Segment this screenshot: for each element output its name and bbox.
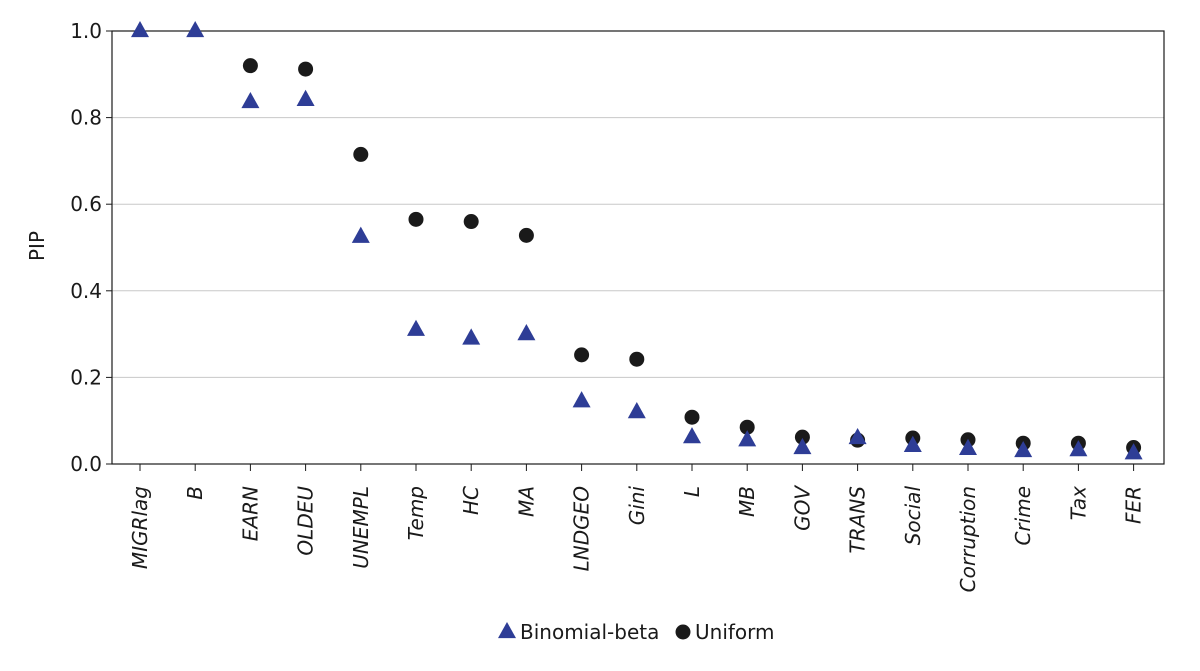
y-axis-title: PIP bbox=[25, 231, 49, 261]
x-tick-label-5: Temp bbox=[404, 486, 428, 540]
x-ticks: MIGRlag B EARN OLDEU UNEMPL Temp HC MA LNDGEO Gin… bbox=[128, 464, 1146, 592]
uniform-point-4 bbox=[353, 146, 369, 162]
binomial-beta-point-9 bbox=[627, 401, 646, 419]
binomial-beta-point-1 bbox=[186, 20, 205, 38]
y-ticks: 0.0 0.2 0.4 0.6 0.8 1.0 bbox=[70, 19, 112, 476]
x-tick-label-16: Crime bbox=[1011, 486, 1035, 546]
uniform-point-11 bbox=[739, 419, 755, 435]
y-tick-label-1: 0.2 bbox=[70, 365, 102, 389]
x-tick-label-6: HC bbox=[459, 486, 483, 515]
binomial-beta-point-15 bbox=[959, 438, 977, 456]
y-tick-label-5: 1.0 bbox=[70, 19, 102, 43]
y-tick-label-0: 0.0 bbox=[70, 452, 102, 476]
x-tick-label-0: MIGRlag bbox=[128, 486, 152, 569]
data-points bbox=[131, 20, 1143, 460]
uniform-point-2 bbox=[242, 58, 258, 74]
uniform-point-9 bbox=[629, 351, 645, 367]
x-tick-label-1: B bbox=[183, 486, 207, 500]
binomial-beta-point-4 bbox=[351, 226, 370, 243]
x-tick-label-8: LNDGEO bbox=[570, 486, 594, 571]
binomial-beta-point-7 bbox=[517, 324, 536, 341]
y-tick-label-2: 0.4 bbox=[70, 279, 102, 303]
x-tick-label-18: FER bbox=[1122, 486, 1146, 524]
legend-marker-binomial-beta bbox=[498, 621, 516, 639]
x-tick-label-11: MB bbox=[735, 486, 759, 517]
binomial-beta-point-12 bbox=[793, 437, 812, 455]
uniform-point-7 bbox=[518, 227, 534, 243]
legend-label-uniform: Uniform bbox=[695, 620, 775, 644]
axes-layer bbox=[111, 30, 1165, 465]
x-tick-label-12: GOV bbox=[790, 485, 814, 531]
x-tick-label-4: UNEMPL bbox=[349, 486, 373, 569]
x-tick-label-3: OLDEU bbox=[294, 486, 318, 556]
binomial-beta-point-13 bbox=[848, 427, 867, 445]
x-tick-label-13: TRANS bbox=[846, 486, 870, 554]
plot-frame bbox=[111, 30, 1165, 465]
binomial-beta-point-8 bbox=[572, 391, 591, 408]
uniform-point-5 bbox=[408, 211, 424, 227]
binomial-beta-point-2 bbox=[241, 91, 260, 109]
binomial-beta-point-14 bbox=[903, 435, 922, 452]
binomial-beta-point-5 bbox=[407, 319, 425, 336]
x-tick-label-10: L bbox=[680, 486, 704, 497]
uniform-point-6 bbox=[463, 214, 479, 230]
x-tick-label-14: Social bbox=[901, 486, 925, 546]
binomial-beta-point-10 bbox=[683, 427, 701, 444]
y-tick-label-4: 0.8 bbox=[70, 106, 102, 130]
uniform-point-3 bbox=[298, 61, 314, 77]
binomial-beta-point-17 bbox=[1069, 440, 1088, 457]
legend: Binomial-beta Uniform bbox=[498, 620, 775, 644]
x-tick-label-9: Gini bbox=[625, 486, 649, 526]
binomial-beta-point-18 bbox=[1124, 443, 1143, 460]
x-tick-label-17: Tax bbox=[1066, 486, 1090, 520]
x-tick-label-7: MA bbox=[514, 486, 538, 517]
uniform-point-12 bbox=[794, 429, 810, 445]
uniform-point-10 bbox=[684, 409, 700, 425]
x-tick-label-2: EARN bbox=[238, 486, 262, 541]
y-tick-label-3: 0.6 bbox=[70, 192, 102, 216]
binomial-beta-point-3 bbox=[296, 89, 315, 107]
x-tick-label-15: Corruption bbox=[956, 486, 980, 592]
uniform-point-8 bbox=[574, 347, 590, 363]
binomial-beta-point-16 bbox=[1014, 440, 1033, 458]
legend-label-binomial-beta: Binomial-beta bbox=[520, 620, 659, 644]
grid-layer bbox=[112, 117, 1164, 378]
legend-marker-uniform bbox=[675, 624, 691, 640]
binomial-beta-point-6 bbox=[462, 328, 481, 345]
binomial-beta-point-11 bbox=[738, 430, 757, 447]
binomial-beta-point-0 bbox=[131, 20, 149, 38]
